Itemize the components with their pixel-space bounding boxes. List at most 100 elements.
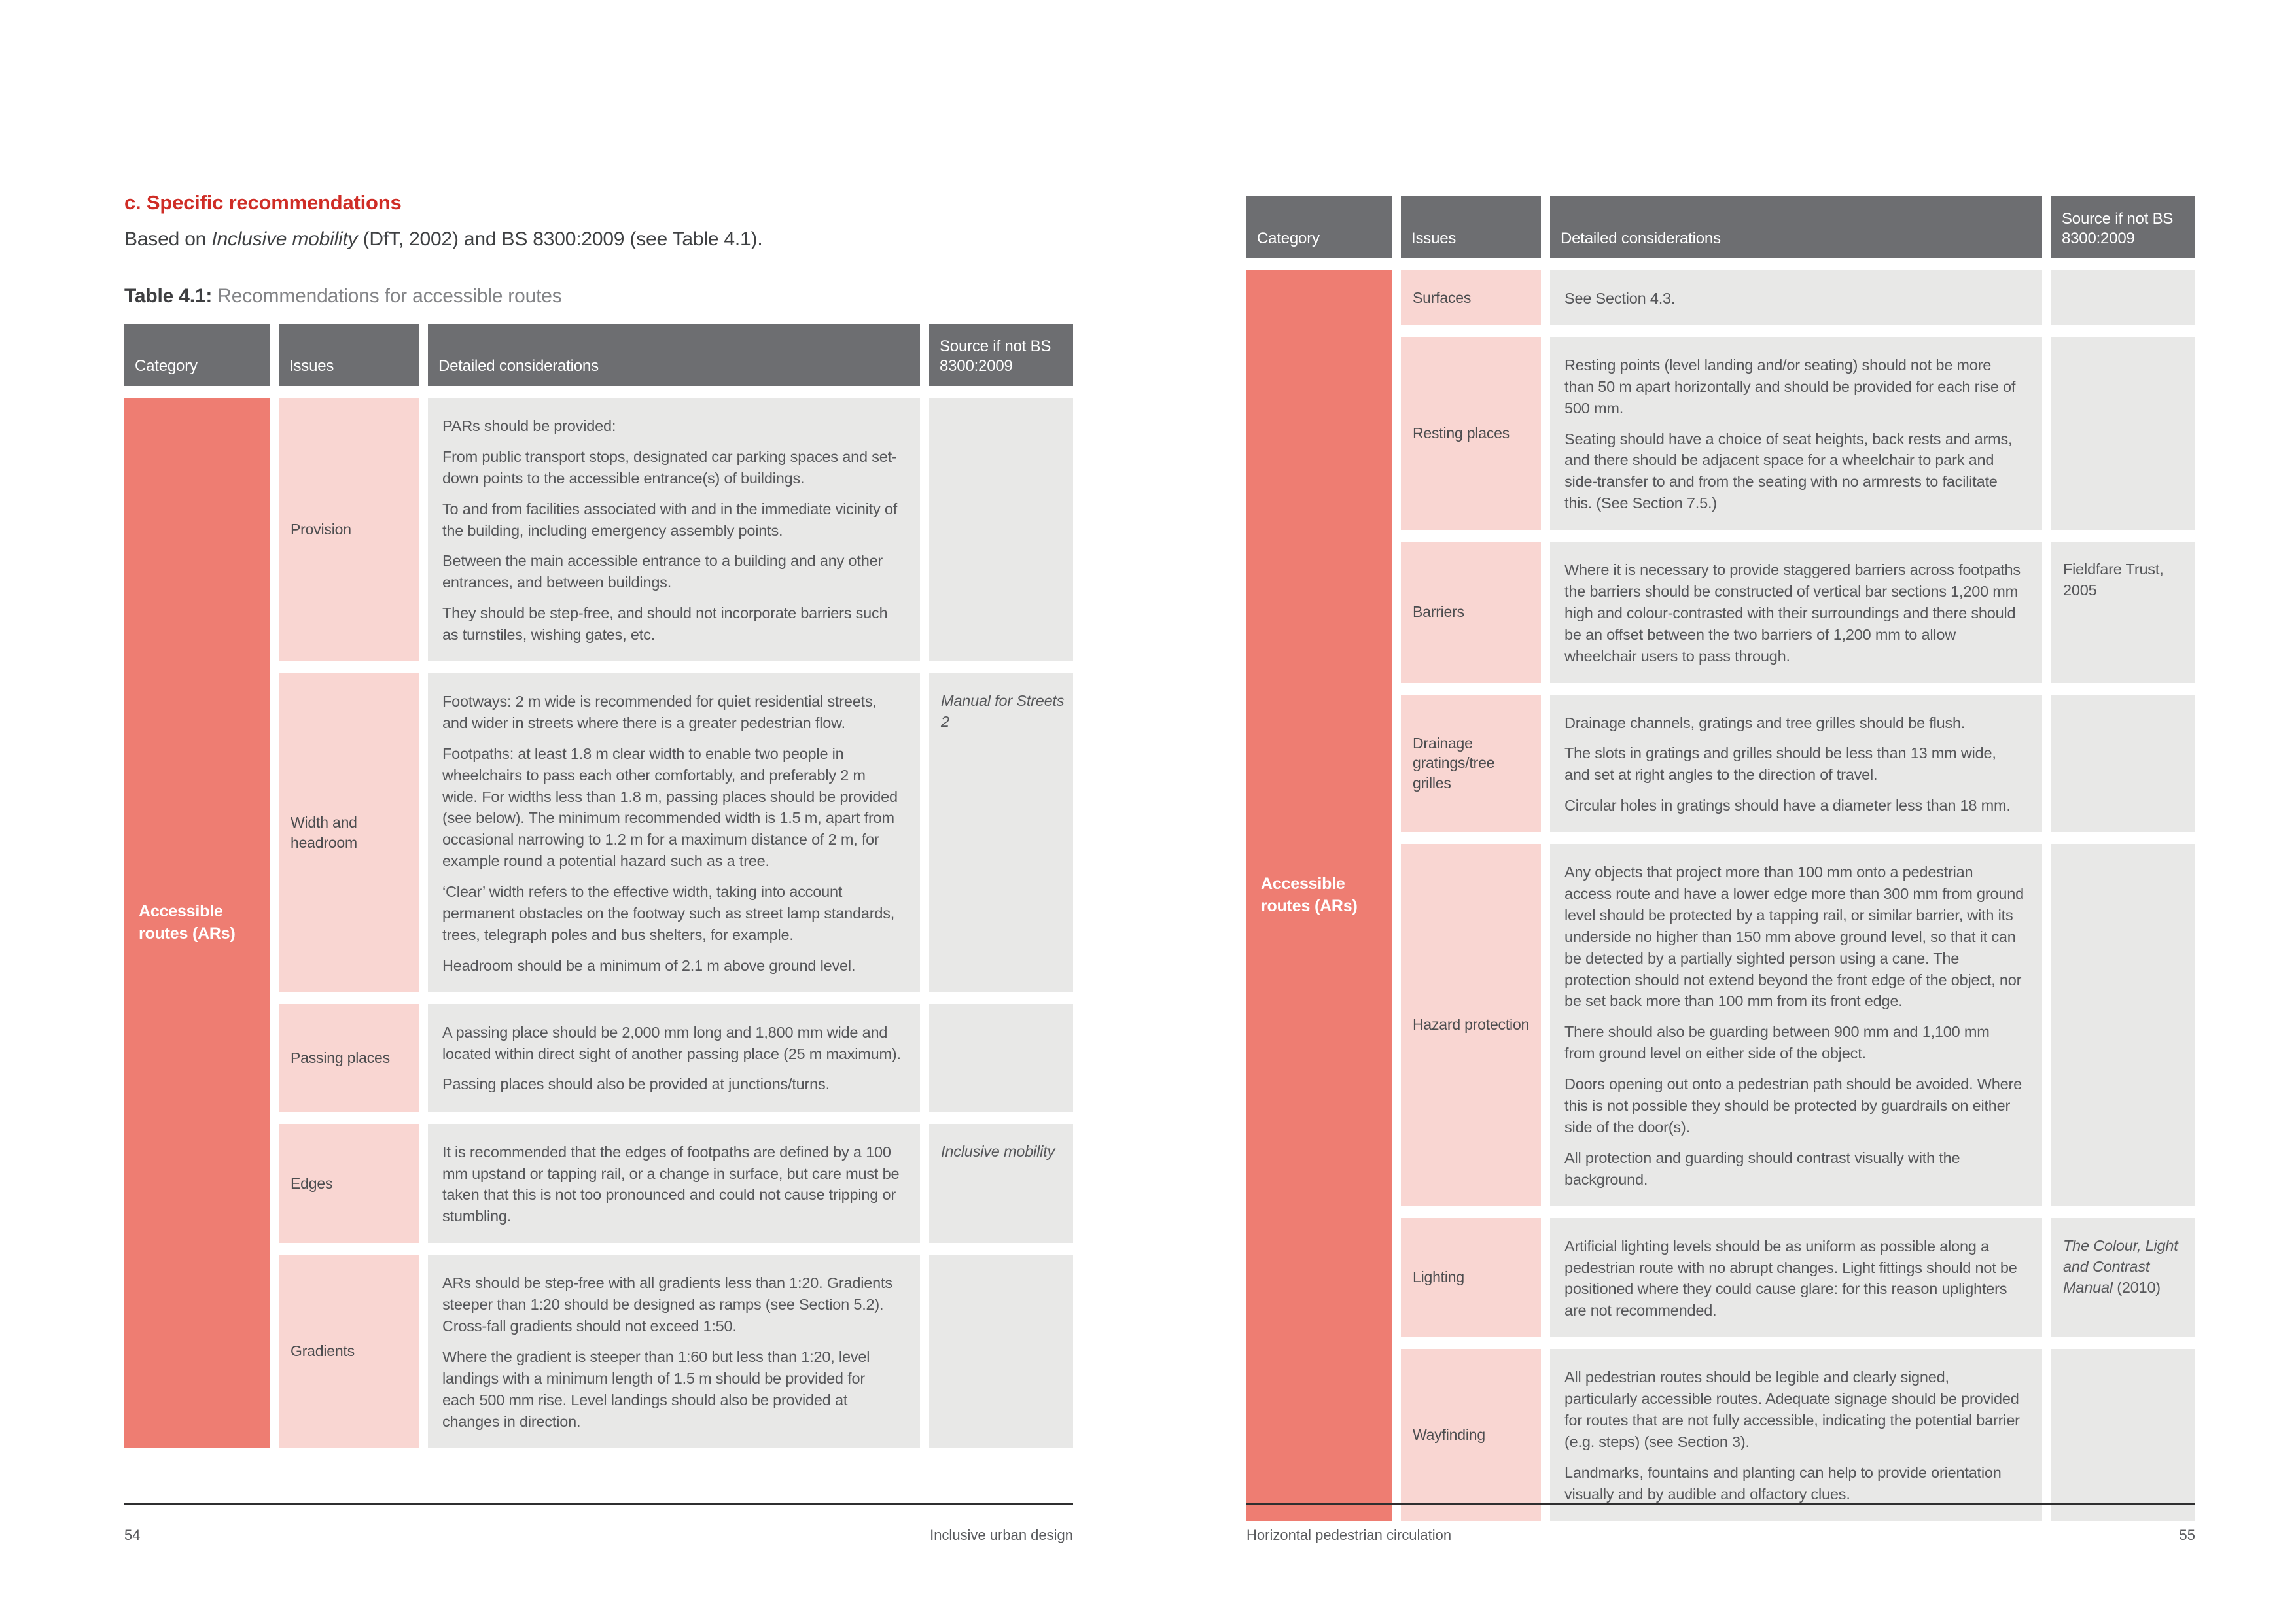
details-paragraph: It is recommended that the edges of foot… bbox=[442, 1143, 900, 1225]
source-cell bbox=[929, 1255, 1073, 1448]
source-text: The Colour, Light and Contrast Manual bbox=[2063, 1236, 2178, 1296]
category-cell: Accessible routes (ARs) bbox=[1246, 270, 1392, 1521]
table-row: Resting places Resting points (level land… bbox=[1246, 336, 2195, 531]
category-cell: Accessible routes (ARs) bbox=[124, 398, 270, 1448]
table-row: Accessible routes (ARs) Surfaces See Secti… bbox=[1246, 270, 2195, 1521]
source-cell bbox=[929, 1003, 1073, 1112]
details-paragraph: Footpaths: at least 1.8 m clear width to… bbox=[442, 744, 898, 870]
footer-running-title: Horizontal pedestrian circulation bbox=[1246, 1527, 1452, 1543]
column-header-category: Category bbox=[1246, 196, 1392, 258]
column-header-issues: Issues bbox=[279, 324, 419, 386]
source-cell bbox=[2051, 270, 2195, 325]
issue-cell: Drainage gratings/tree grilles bbox=[1401, 694, 1541, 833]
intro-paragraph: Based on Inclusive mobility (DfT, 2002) … bbox=[124, 228, 763, 251]
recommendations-table: Category Issues Detailed considerations Sou… bbox=[115, 312, 1082, 1460]
column-header-details: Detailed considerations bbox=[1550, 196, 2042, 258]
table-row: Gradients ARs should be step-free with al… bbox=[124, 1255, 1073, 1448]
details-paragraph: See Section 4.3. bbox=[1564, 290, 1676, 307]
source-cell: Inclusive mobility bbox=[929, 1123, 1073, 1244]
source-cell bbox=[2051, 1349, 2195, 1521]
details-paragraph: Between the main accessible entrance to … bbox=[442, 552, 883, 591]
details-cell: Artificial lighting levels should be as … bbox=[1550, 1217, 2042, 1338]
issue-cell: Surfaces bbox=[1401, 270, 1541, 325]
source-text: Fieldfare Trust, 2005 bbox=[2063, 561, 2164, 599]
source-cell bbox=[2051, 844, 2195, 1206]
issue-cell: Wayfinding bbox=[1401, 1349, 1541, 1521]
issue-cell: Passing places bbox=[279, 1003, 419, 1112]
details-paragraph: PARs should be provided: bbox=[442, 417, 616, 434]
column-header-details: Detailed considerations bbox=[428, 324, 920, 386]
details-paragraph: The slots in gratings and grilles should… bbox=[1564, 744, 1996, 784]
details-paragraph: Resting points (level landing and/or sea… bbox=[1564, 356, 2016, 417]
source-text: Manual for Streets 2 bbox=[941, 692, 1065, 730]
details-paragraph: Doors opening out onto a pedestrian path… bbox=[1564, 1075, 2022, 1136]
details-paragraph: Headroom should be a minimum of 2.1 m ab… bbox=[442, 956, 856, 974]
details-paragraph: Drainage channels, gratings and tree gri… bbox=[1564, 714, 1966, 731]
table-row: Accessible routes (ARs) Provision PARs sho… bbox=[124, 398, 1073, 1448]
column-header-issues: Issues bbox=[1401, 196, 1541, 258]
table-row: Wayfinding All pedestrian routes should b… bbox=[1246, 1349, 2195, 1521]
page-footer-right: Horizontal pedestrian circulation 55 bbox=[1246, 1503, 2195, 1544]
details-paragraph: There should also be guarding between 90… bbox=[1564, 1023, 1990, 1062]
details-paragraph: From public transport stops, designated … bbox=[442, 447, 897, 487]
source-text: Inclusive mobility bbox=[941, 1142, 1055, 1160]
details-paragraph: They should be step-free, and should not… bbox=[442, 604, 888, 644]
source-cell bbox=[2051, 694, 2195, 833]
intro-prefix: Based on bbox=[124, 228, 212, 250]
page-right: Category Issues Detailed considerations Sou… bbox=[1246, 0, 2195, 1623]
column-header-source: Source if not BS 8300:2009 bbox=[2051, 196, 2195, 258]
source-cell: Manual for Streets 2 bbox=[929, 673, 1073, 992]
details-cell: ARs should be step-free with all gradien… bbox=[428, 1255, 920, 1448]
table-row: Lighting Artificial lighting levels shoul… bbox=[1246, 1217, 2195, 1338]
source-cell: The Colour, Light and Contrast Manual (2… bbox=[2051, 1217, 2195, 1338]
intro-suffix: (DfT, 2002) and BS 8300:2009 (see Table … bbox=[357, 228, 763, 250]
section-heading: c. Specific recommendations bbox=[124, 191, 402, 214]
source-text: (2010) bbox=[2112, 1278, 2161, 1296]
table-row: Hazard protection Any objects that projec… bbox=[1246, 844, 2195, 1206]
page-number: 54 bbox=[124, 1527, 141, 1543]
table-row: Barriers Where it is necessary to provide… bbox=[1246, 542, 2195, 683]
details-cell: Drainage channels, gratings and tree gri… bbox=[1550, 694, 2042, 833]
details-cell: PARs should be provided: From public tran… bbox=[428, 398, 920, 662]
table-caption-text: Recommendations for accessible routes bbox=[212, 285, 562, 307]
source-cell: Fieldfare Trust, 2005 bbox=[2051, 542, 2195, 683]
details-paragraph: Where it is necessary to provide stagger… bbox=[1564, 561, 2021, 665]
source-cell bbox=[929, 398, 1073, 662]
table-row: Drainage gratings/tree grilles Drainage c… bbox=[1246, 694, 2195, 833]
issue-cell: Resting places bbox=[1401, 336, 1541, 531]
table-caption-number: Table 4.1: bbox=[124, 285, 213, 307]
details-paragraph: Seating should have a choice of seat hei… bbox=[1564, 430, 2013, 512]
issue-cell: Hazard protection bbox=[1401, 844, 1541, 1206]
details-paragraph: Footways: 2 m wide is recommended for qu… bbox=[442, 693, 877, 731]
details-cell: It is recommended that the edges of foot… bbox=[428, 1123, 920, 1244]
table-row: Width and headroom Footways: 2 m wide is … bbox=[124, 673, 1073, 992]
column-header-category: Category bbox=[124, 324, 270, 386]
footer-running-title: Inclusive urban design bbox=[930, 1527, 1073, 1543]
details-paragraph: A passing place should be 2,000 mm long … bbox=[442, 1023, 901, 1062]
details-paragraph: Any objects that project more than 100 m… bbox=[1564, 864, 2024, 1010]
table-row: Edges It is recommended that the edges of… bbox=[124, 1123, 1073, 1244]
details-paragraph: Landmarks, fountains and planting can he… bbox=[1564, 1463, 2002, 1503]
page-left: c. Specific recommendations Based on Inc… bbox=[124, 0, 1073, 1623]
details-cell: A passing place should be 2,000 mm long … bbox=[428, 1003, 920, 1112]
details-cell: All pedestrian routes should be legible … bbox=[1550, 1349, 2042, 1521]
issue-cell: Provision bbox=[279, 398, 419, 662]
page-number: 55 bbox=[2179, 1527, 2195, 1543]
table-wrapper-right: Category Issues Detailed considerations Sou… bbox=[1246, 196, 2195, 1521]
recommendations-table: Category Issues Detailed considerations Sou… bbox=[1237, 184, 2204, 1533]
column-header-source: Source if not BS 8300:2009 bbox=[929, 324, 1073, 386]
details-paragraph: To and from facilities associated with a… bbox=[442, 500, 898, 539]
details-paragraph: Passing places should also be provided a… bbox=[442, 1075, 830, 1093]
table-row: Passing places A passing place should be … bbox=[124, 1003, 1073, 1112]
issue-cell: Barriers bbox=[1401, 542, 1541, 683]
details-cell: Footways: 2 m wide is recommended for qu… bbox=[428, 673, 920, 992]
details-paragraph: ‘Clear’ width refers to the effective wi… bbox=[442, 883, 895, 943]
intro-italic-title: Inclusive mobility bbox=[211, 228, 358, 250]
issue-cell: Lighting bbox=[1401, 1217, 1541, 1338]
page-footer-left: 54 Inclusive urban design bbox=[124, 1503, 1073, 1544]
issue-cell: Width and headroom bbox=[279, 673, 419, 992]
issue-cell: Edges bbox=[279, 1123, 419, 1244]
details-cell: See Section 4.3. bbox=[1550, 270, 2042, 325]
table-wrapper-left: Category Issues Detailed considerations Sou… bbox=[124, 324, 1073, 1448]
